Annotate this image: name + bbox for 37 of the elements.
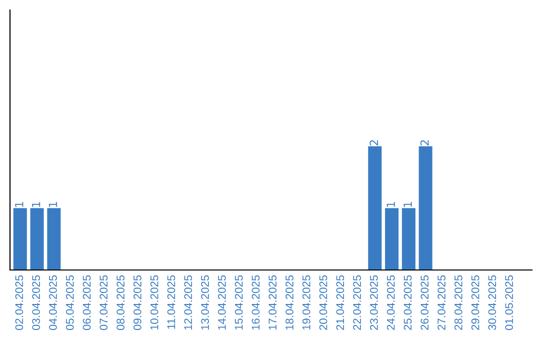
x-tick-label: 14.04.2025 (218, 275, 226, 330)
x-tick-label: 17.04.2025 (268, 275, 277, 330)
x-tick-label: 12.04.2025 (184, 275, 192, 330)
x-tick-label: 08.04.2025 (116, 275, 124, 330)
x-tick-label: 27.04.2025 (438, 275, 446, 330)
x-tick-label: 03.04.2025 (32, 275, 40, 330)
x-tick-label: 18.04.2025 (286, 275, 294, 330)
data-label: 1 (386, 202, 395, 207)
data-label: 1 (404, 202, 412, 207)
data-label: 1 (15, 202, 24, 207)
x-tick-label: 11.04.2025 (167, 275, 176, 329)
x-tick-label: 04.04.2025 (49, 275, 57, 330)
x-tick-label: 26.04.2025 (420, 275, 429, 330)
x-tick-label: 25.04.2025 (404, 275, 412, 330)
data-label: 1 (48, 202, 57, 207)
data-label: 1 (32, 202, 40, 207)
x-tick-label: 30.04.2025 (488, 275, 496, 330)
x-tick-label: 13.04.2025 (201, 275, 209, 330)
x-tick-label: 23.04.2025 (370, 275, 378, 330)
x-tick-label: 21.04.2025 (336, 275, 344, 330)
data-label: 2 (420, 140, 429, 146)
x-tick-label: 16.04.2025 (252, 275, 260, 330)
x-tick-label: 06.04.2025 (82, 275, 91, 330)
x-tick-label: 20.04.2025 (319, 275, 328, 330)
x-tick-label: 07.04.2025 (100, 275, 108, 330)
x-tick-label: 15.04.2025 (234, 275, 243, 330)
x-tick-label: 29.04.2025 (471, 275, 480, 330)
x-tick-label: 10.04.2025 (150, 275, 158, 330)
x-tick-label: 09.04.2025 (134, 275, 142, 330)
data-label: 2 (370, 140, 378, 146)
x-tick-label: 22.04.2025 (353, 275, 361, 330)
x-tick-label: 05.04.2025 (66, 275, 74, 330)
x-tick-label: 28.04.2025 (454, 275, 462, 330)
x-tick-label: 24.04.2025 (386, 275, 395, 330)
x-tick-label: 02.04.2025 (15, 275, 24, 330)
x-tick-label: 01.05.2025 (505, 275, 514, 330)
x-tick-label: 19.04.2025 (302, 275, 310, 330)
